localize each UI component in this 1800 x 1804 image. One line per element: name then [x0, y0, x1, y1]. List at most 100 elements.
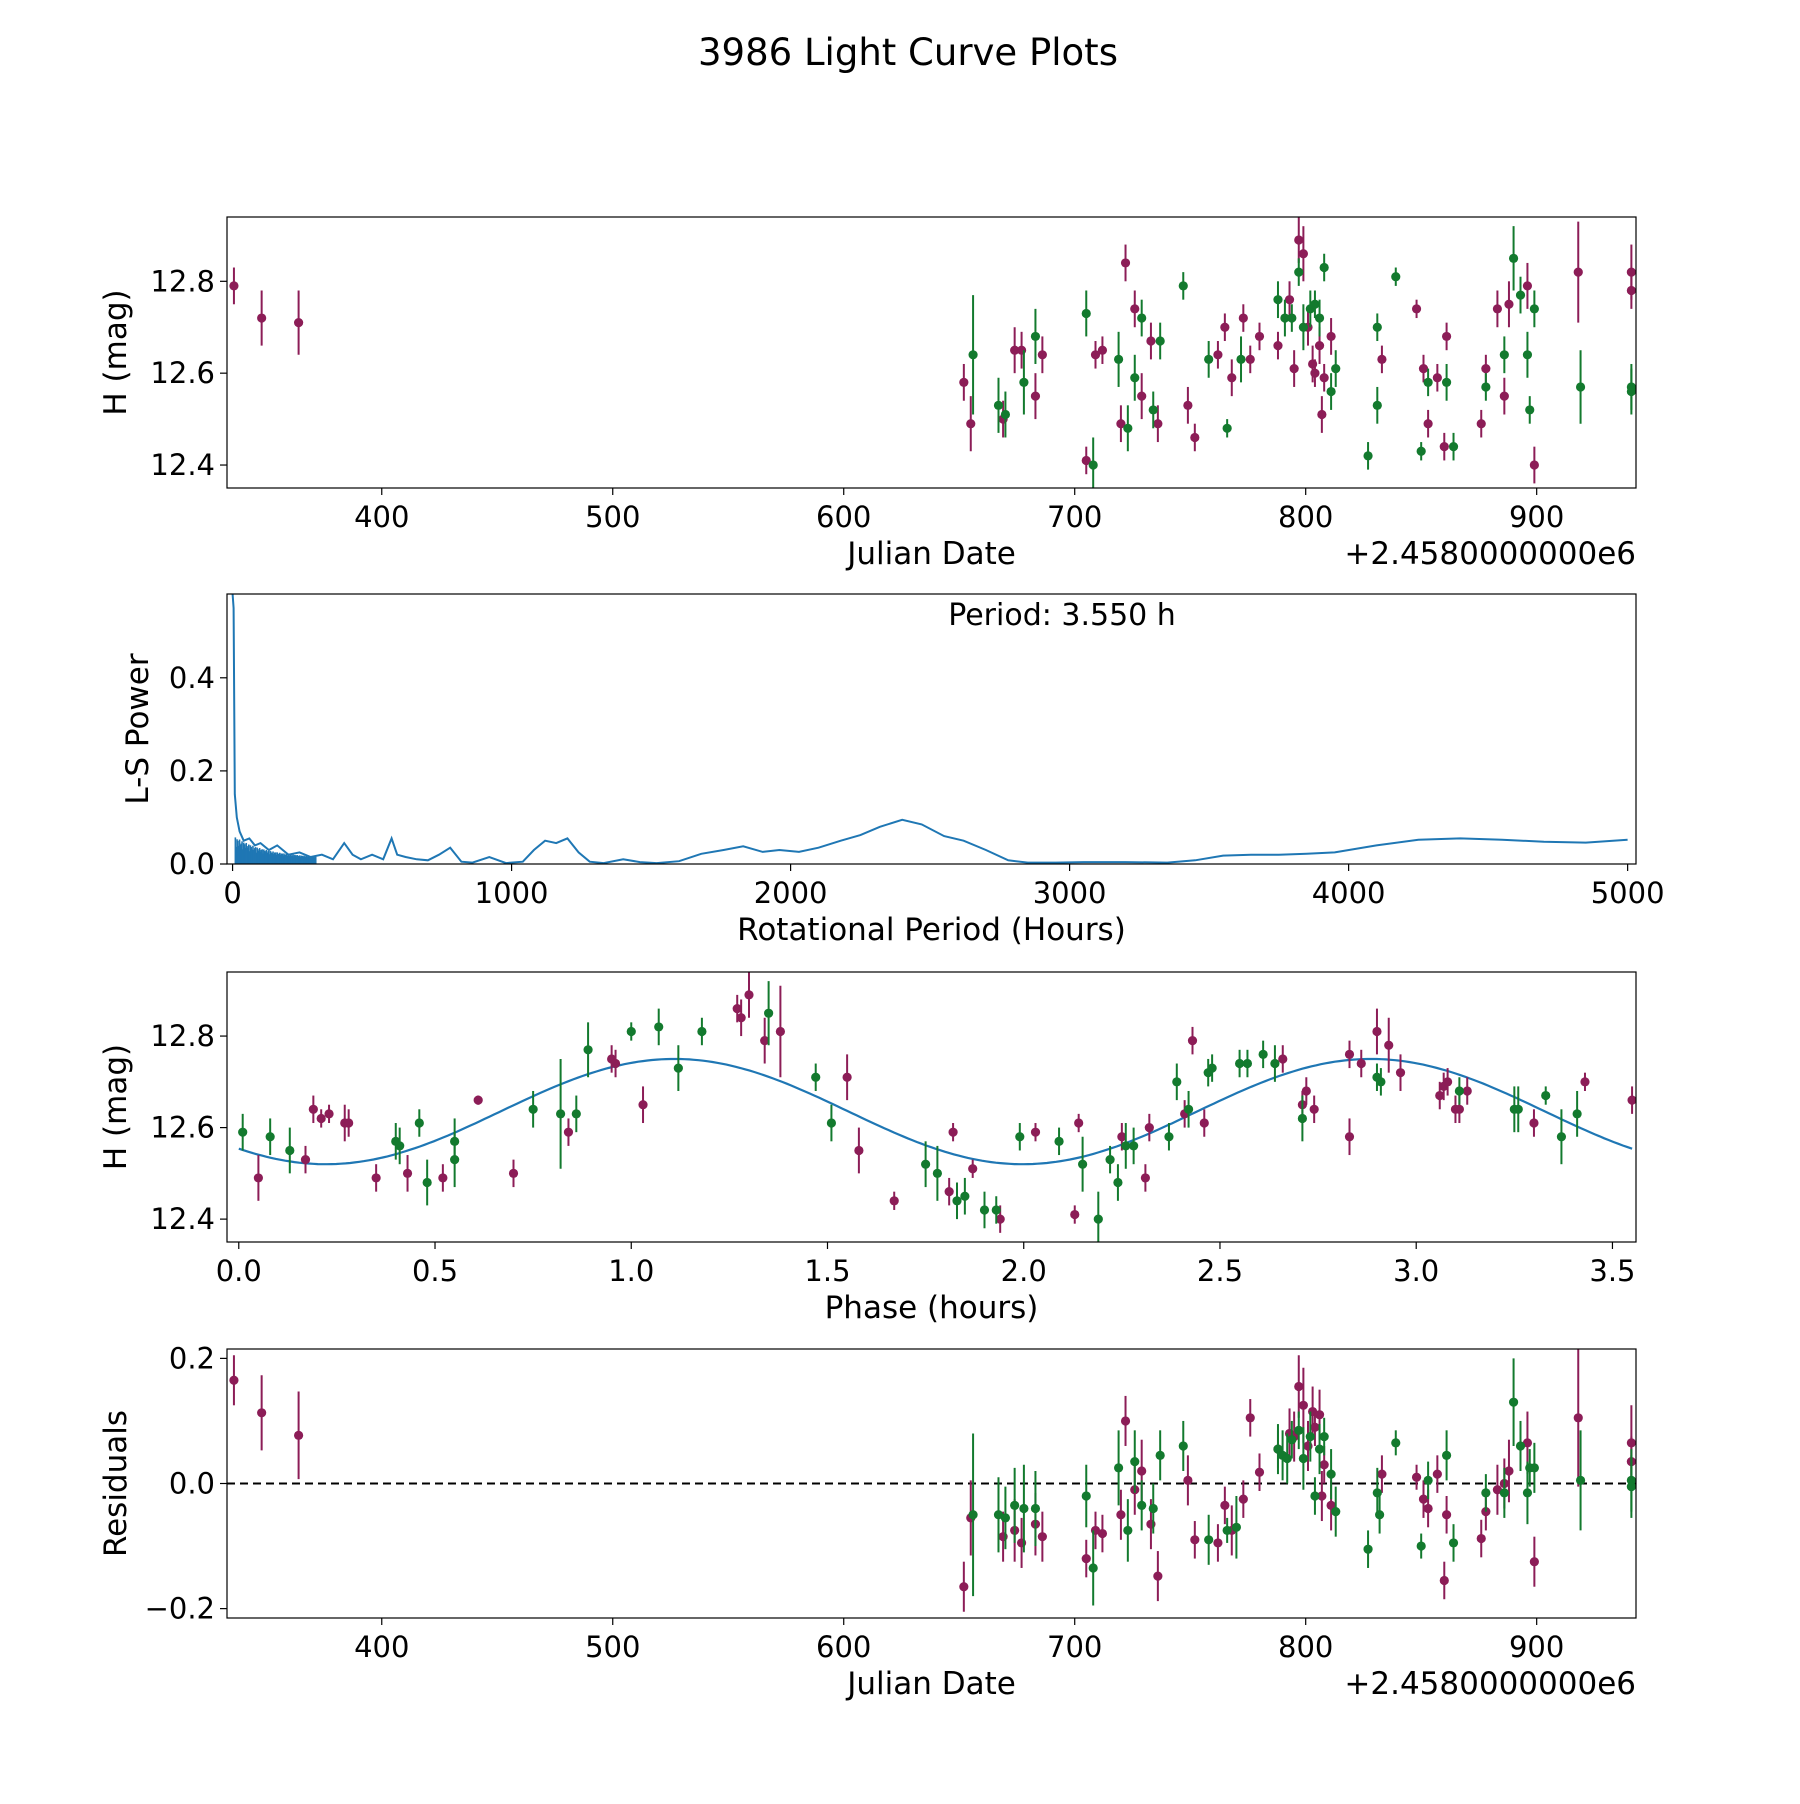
- data-point: [324, 1109, 334, 1119]
- x-tick-label: 2.5: [1197, 1254, 1243, 1288]
- data-point: [1123, 1525, 1133, 1536]
- x-tick-label: 4000: [1312, 876, 1386, 910]
- data-point: [1030, 1503, 1041, 1514]
- data-point: [1508, 253, 1519, 263]
- data-point: [1297, 1113, 1307, 1124]
- data-point: [1377, 354, 1387, 364]
- data-point: [968, 1510, 978, 1520]
- data-point: [1030, 331, 1041, 342]
- data-point: [1220, 1500, 1230, 1510]
- data-point: [826, 1118, 837, 1128]
- data-point: [1298, 322, 1308, 332]
- series-line-power: [231, 594, 1628, 864]
- data-point: [1411, 304, 1422, 314]
- x-tick-label: 400: [354, 500, 409, 534]
- data-point: [1310, 1491, 1320, 1501]
- x-tick-label: 0.5: [412, 1254, 458, 1288]
- data-point: [960, 1191, 970, 1201]
- data-point: [1375, 1510, 1385, 1520]
- data-point: [1344, 1049, 1355, 1059]
- data-point: [1074, 1118, 1084, 1128]
- data-point: [300, 1155, 311, 1165]
- data-point: [1213, 350, 1223, 360]
- data-point: [1492, 1485, 1503, 1495]
- data-point: [571, 1109, 581, 1119]
- y-axis-label: Residuals: [98, 1410, 134, 1557]
- x-offset-label: +2.4580000000e6: [1344, 1666, 1636, 1702]
- y-axis-label: H (mag): [98, 1044, 134, 1170]
- data-point: [1298, 1453, 1308, 1464]
- data-point: [1305, 1431, 1315, 1442]
- data-point: [1019, 377, 1029, 387]
- x-tick-label: 500: [585, 1630, 640, 1664]
- data-point: [1278, 1054, 1288, 1064]
- data-point: [1499, 391, 1509, 401]
- short-period-spikes: [234, 837, 317, 864]
- data-point: [344, 1118, 354, 1128]
- data-point: [1326, 1469, 1336, 1479]
- data-point: [1137, 313, 1147, 323]
- data-point: [1231, 1522, 1241, 1532]
- series-red: [229, 217, 1636, 484]
- data-point: [1298, 1400, 1308, 1410]
- data-point: [1093, 1214, 1103, 1224]
- plot-area-periodogram: [231, 594, 1628, 864]
- x-tick-label: 2.0: [1001, 1254, 1047, 1288]
- data-point: [1000, 409, 1011, 420]
- data-point: [1294, 235, 1304, 245]
- data-point: [1172, 1077, 1182, 1087]
- data-point: [1575, 1475, 1586, 1485]
- data-point: [1204, 1535, 1214, 1545]
- data-point: [563, 1127, 574, 1137]
- data-point: [1121, 1141, 1131, 1151]
- data-point: [736, 1013, 746, 1023]
- y-tick-label: 12.8: [150, 1019, 215, 1053]
- data-point: [1183, 400, 1193, 410]
- x-tick-label: 900: [1509, 500, 1564, 534]
- data-point: [450, 1155, 460, 1165]
- data-point: [1626, 1482, 1636, 1492]
- figure-title: 3986 Light Curve Plots: [698, 31, 1118, 74]
- data-point: [948, 1127, 958, 1137]
- data-point: [1190, 432, 1200, 443]
- data-point: [1178, 281, 1188, 291]
- data-point: [229, 1375, 239, 1385]
- data-point: [229, 281, 239, 291]
- data-point: [1575, 382, 1586, 392]
- data-point: [1372, 1488, 1382, 1498]
- data-point: [1287, 1435, 1297, 1445]
- data-point: [316, 1113, 326, 1124]
- data-point: [1529, 460, 1539, 470]
- data-point: [1088, 1563, 1098, 1573]
- x-tick-label: 1.0: [608, 1254, 654, 1288]
- data-point: [1481, 363, 1491, 374]
- data-point: [1522, 281, 1533, 291]
- data-point: [1282, 1453, 1292, 1464]
- data-point: [1254, 1467, 1265, 1477]
- data-point: [1372, 1026, 1382, 1037]
- data-point: [1116, 1510, 1126, 1520]
- data-point: [438, 1173, 448, 1183]
- data-point: [1137, 1500, 1147, 1510]
- data-point: [1130, 1457, 1140, 1467]
- data-point: [1314, 1410, 1325, 1420]
- data-point: [811, 1072, 821, 1082]
- data-point: [1155, 336, 1165, 346]
- data-point: [1183, 1104, 1194, 1114]
- data-point: [1183, 1475, 1193, 1485]
- data-point: [1294, 267, 1304, 277]
- series-green: [968, 226, 1636, 488]
- axes-frame: [226, 593, 1637, 865]
- data-point: [760, 1036, 770, 1046]
- y-tick-label: 12.8: [150, 264, 215, 298]
- data-point: [1054, 1136, 1064, 1146]
- x-tick-label: 1000: [475, 876, 549, 910]
- data-point: [473, 1095, 483, 1105]
- data-point: [294, 1430, 304, 1440]
- data-point: [1317, 1491, 1327, 1501]
- data-point: [1356, 1058, 1366, 1069]
- data-point: [1441, 331, 1452, 342]
- data-point: [764, 1008, 774, 1018]
- data-point: [1423, 1503, 1433, 1514]
- data-point: [1580, 1077, 1590, 1087]
